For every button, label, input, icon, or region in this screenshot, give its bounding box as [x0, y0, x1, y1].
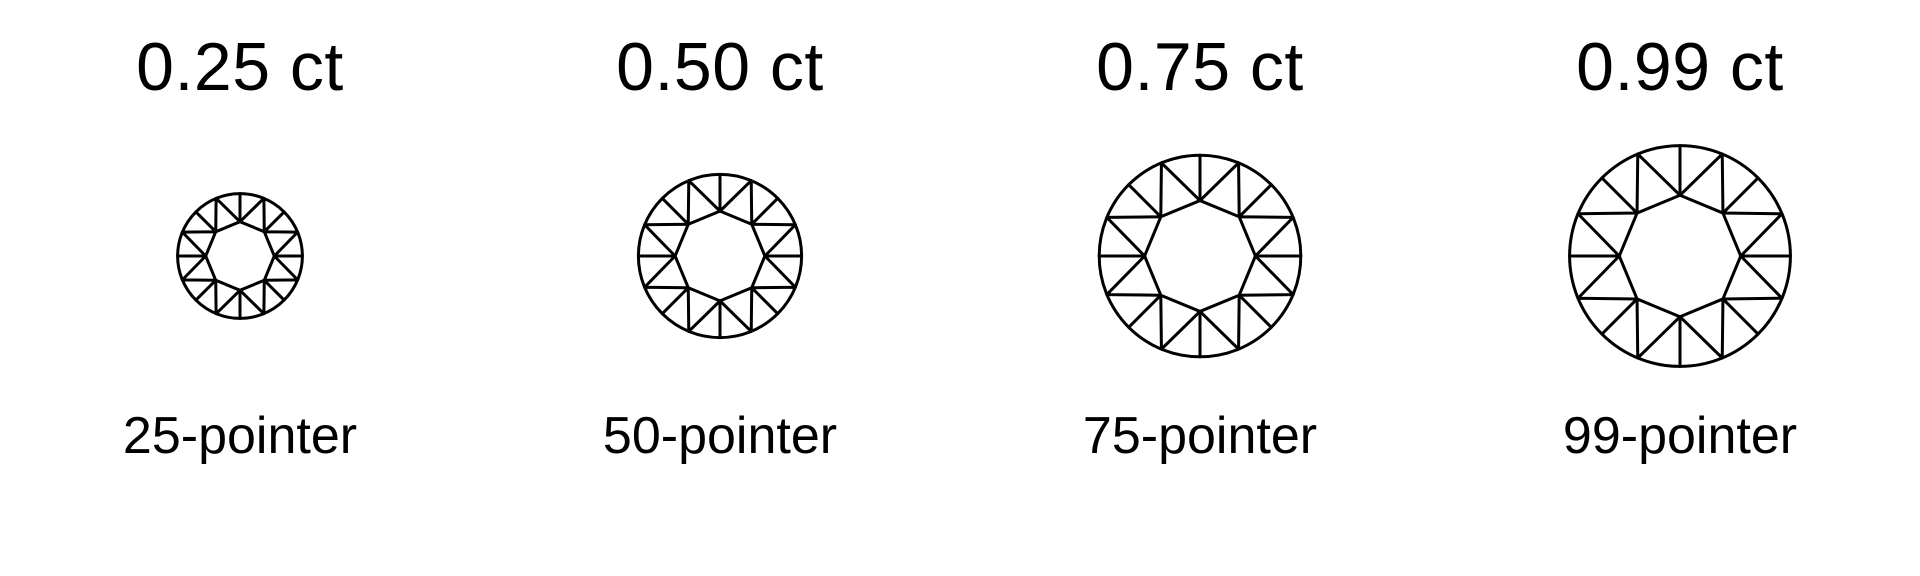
diamond-slot [1565, 106, 1795, 406]
diamond-cell-2: 0.75 ct 75-pointer [960, 0, 1440, 576]
diamond-size-row: 0.25 ct 25-pointer 0.50 ct 50-pointer 0.… [0, 0, 1920, 576]
pointer-label: 25-pointer [123, 406, 357, 466]
diamond-icon [1095, 151, 1305, 361]
carat-label: 0.99 ct [1576, 28, 1784, 106]
carat-label: 0.25 ct [136, 28, 344, 106]
diamond-icon [1565, 141, 1795, 371]
diamond-icon [175, 191, 305, 321]
pointer-label: 50-pointer [603, 406, 837, 466]
pointer-label: 75-pointer [1083, 406, 1317, 466]
diamond-cell-3: 0.99 ct 99-pointer [1440, 0, 1920, 576]
carat-label: 0.50 ct [616, 28, 824, 106]
diamond-cell-1: 0.50 ct 50-pointer [480, 0, 960, 576]
diamond-icon [635, 171, 805, 341]
pointer-label: 99-pointer [1563, 406, 1797, 466]
diamond-slot [175, 106, 305, 406]
diamond-slot [635, 106, 805, 406]
carat-label: 0.75 ct [1096, 28, 1304, 106]
diamond-slot [1095, 106, 1305, 406]
diamond-cell-0: 0.25 ct 25-pointer [0, 0, 480, 576]
